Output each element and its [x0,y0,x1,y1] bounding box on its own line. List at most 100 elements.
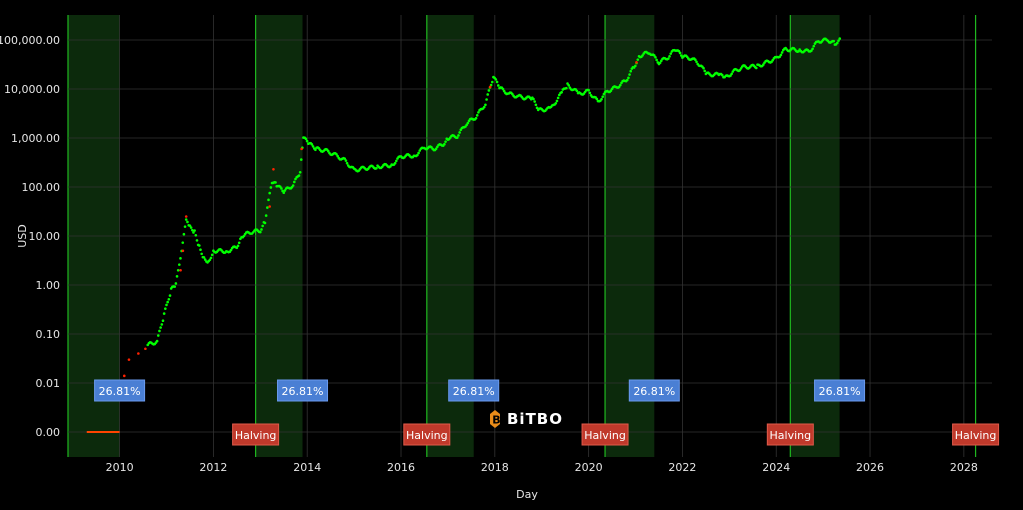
y-tick-label: 0.10 [36,328,61,341]
price-point [395,159,398,163]
x-tick-label: 2010 [106,461,134,474]
price-point [203,258,207,261]
price-point [780,51,784,54]
price-point [237,241,241,245]
price-point [721,73,724,77]
price-point [260,228,263,231]
x-tick-label: 2022 [668,461,696,474]
price-point-red [635,61,638,64]
x-tick-label: 2016 [387,461,415,474]
price-point [314,148,317,152]
price-point [261,224,264,228]
price-point [836,41,839,45]
x-tick-label: 2024 [762,461,790,474]
price-point [345,161,349,165]
price-point [202,256,206,259]
x-axis-title: Day [516,488,538,501]
price-point [305,139,309,143]
price-point [178,263,181,266]
price-point [679,54,683,57]
price-point [811,47,814,51]
price-point [668,55,671,58]
price-point-red [268,205,271,208]
price-point [486,93,490,96]
price-point [298,171,302,174]
price-point-red [144,347,147,351]
price-point [832,39,836,43]
price-point-red [488,85,492,89]
price-point [658,61,662,65]
price-point [336,154,339,158]
price-point [475,114,479,117]
price-point [485,98,488,101]
price-point [155,339,159,343]
price-point [703,69,707,73]
halving-badge-text: Halving [406,429,448,442]
halving-badge-1 [403,423,451,446]
price-point [702,66,705,70]
price-point [771,58,775,62]
price-point [291,184,295,187]
cycle-labels: 26.81% 26.81% 26.81% 26.81% 26.81% [94,379,866,402]
price-point [556,96,560,100]
price-point [158,329,161,333]
price-point [194,233,198,237]
halving-badge-0 [232,423,280,446]
price-point [560,90,563,94]
price-point [229,248,233,252]
halving-badge-text: Halving [235,429,277,442]
price-point [186,220,189,224]
price-point [311,145,315,148]
halving-badge-text: Halving [584,429,626,442]
cycle-badge-text: 26.81% [819,385,861,398]
x-tick-label: 2020 [575,461,603,474]
price-point [193,229,196,232]
price-point-red [127,358,131,361]
price-point [477,111,480,114]
price-point [601,95,605,98]
price-point [184,218,188,221]
y-tick-label: 1.00 [36,279,61,292]
price-point [695,60,698,64]
price-point [566,82,569,85]
price-point [618,83,622,87]
price-point [159,326,162,329]
price-point [259,230,262,234]
halving-badge-2 [581,423,629,446]
price-point [730,72,733,76]
price-point [627,76,630,80]
price-point [156,334,160,337]
y-axis-ticks: 0.00 0.01 0.10 1.00 10.00 100.00 1,000.00 10,00… [0,34,60,439]
price-point [587,88,590,92]
price-point [327,149,330,153]
price-point [495,80,499,84]
bitbo-logo-icon: B [490,410,501,428]
price-point [484,103,487,107]
price-point [210,253,214,257]
price-point [173,285,177,288]
price-point [641,54,644,57]
y-tick-label: 1,000.00 [11,132,60,145]
price-point [810,49,813,52]
price-point [283,189,287,192]
price-point [694,58,697,62]
price-point [269,186,273,189]
price-point [739,67,743,70]
price-point [393,161,397,165]
price-point [182,232,186,236]
svg-text:B: B [492,414,500,427]
price-point [533,100,536,103]
price-point-red [184,215,188,218]
price-point [482,105,486,109]
price-point [588,91,592,95]
price-point [267,198,270,202]
watermark-text: BiTBO [507,410,563,428]
price-point [466,121,470,125]
price-point [634,64,637,68]
x-axis-ticks: 2010 2012 2014 2016 2018 2020 2022 2024 2026 2028 [106,461,978,474]
price-point [416,153,419,157]
price-point [837,39,840,42]
price-point [164,307,167,310]
price-point [443,142,446,146]
